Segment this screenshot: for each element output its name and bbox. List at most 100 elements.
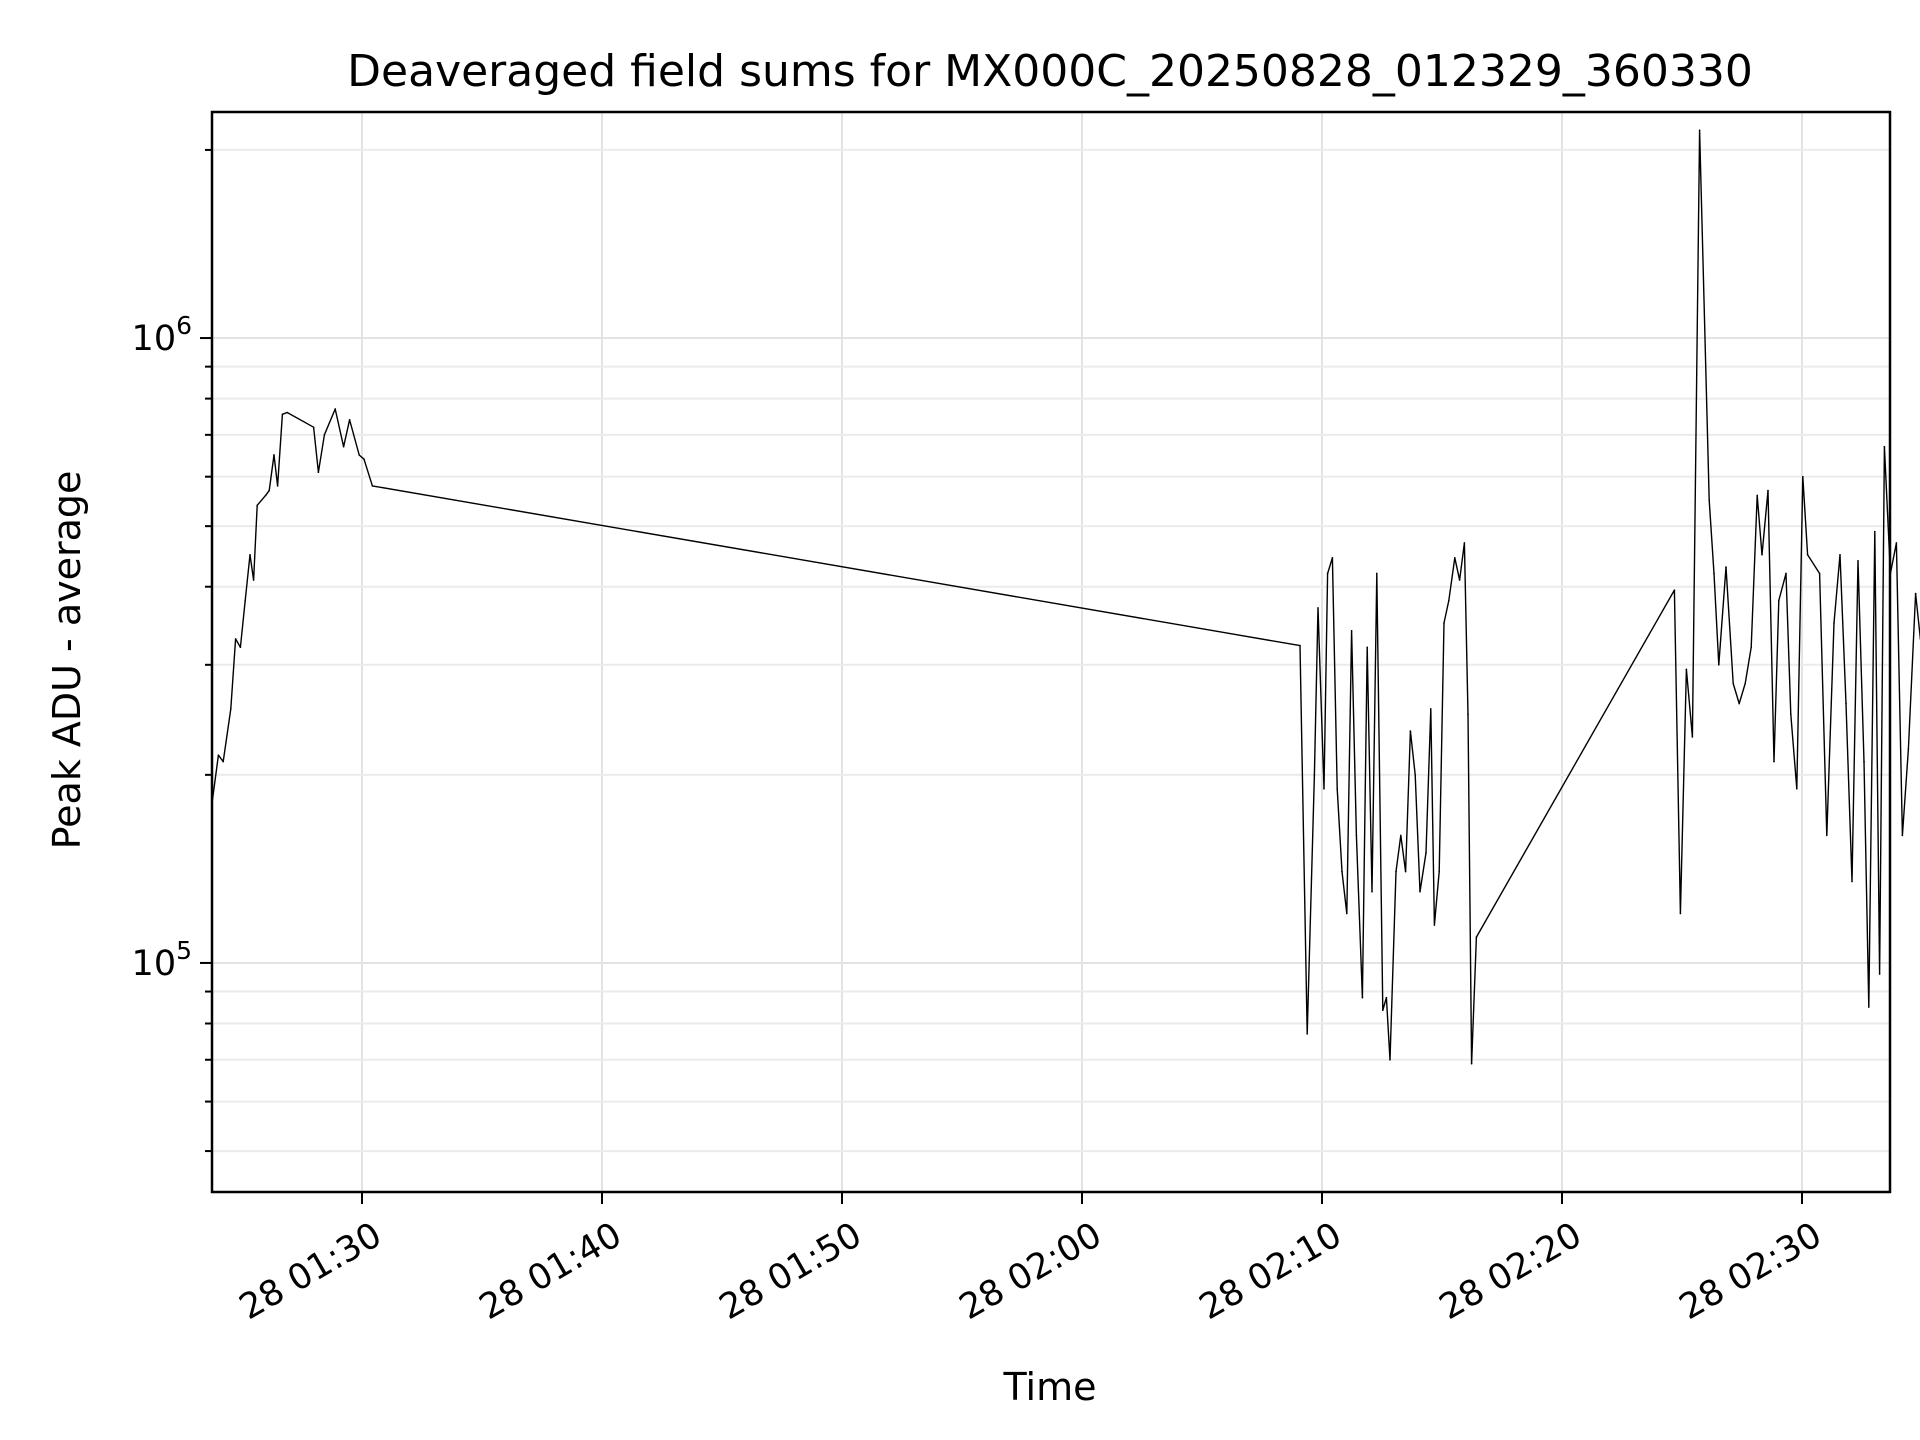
data-point: [1425, 852, 1427, 854]
data-point: [358, 454, 361, 456]
data-point: [1713, 572, 1715, 575]
data-point: [1698, 129, 1701, 132]
data-point: [1878, 973, 1881, 975]
data-point: [1845, 702, 1847, 705]
data-point: [323, 434, 326, 436]
data-point: [230, 708, 232, 710]
data-point: [252, 579, 255, 581]
y-tick-label: 105: [132, 936, 192, 984]
data-point: [256, 504, 259, 507]
data-point: [1914, 592, 1917, 595]
data-point: [1448, 599, 1450, 602]
data-point: [317, 471, 320, 473]
data-point: [1326, 572, 1329, 575]
data-point: [1756, 494, 1758, 497]
data-point: [281, 413, 284, 416]
grid-layer: [212, 112, 1890, 1192]
data-point: [1796, 787, 1798, 790]
data-point: [1802, 475, 1804, 478]
data-point: [1336, 787, 1338, 790]
data-point: [1331, 556, 1334, 559]
data-point: [1685, 668, 1688, 671]
data-point: [1454, 556, 1456, 559]
data-point: [1874, 530, 1876, 533]
data-point: [1317, 607, 1319, 609]
data-point: [286, 411, 289, 414]
data-point: [1863, 760, 1865, 763]
data-point: [1673, 589, 1676, 591]
y-tick-label: 106: [132, 311, 192, 359]
data-point: [1738, 702, 1740, 705]
data-point: [1826, 834, 1828, 837]
data-point: [1341, 870, 1343, 873]
data-point: [1361, 996, 1364, 999]
data-point: [1395, 870, 1397, 873]
data-point: [1306, 1033, 1308, 1035]
data-point: [244, 599, 246, 602]
data-point: [1475, 936, 1478, 938]
y-axis-label: Peak ADU - average: [45, 471, 89, 850]
data-point: [268, 489, 271, 492]
data-point: [1389, 1058, 1391, 1061]
x-axis-label: Time: [1003, 1365, 1097, 1409]
data-point: [249, 553, 251, 556]
data-point: [1433, 924, 1436, 926]
data-point: [1785, 572, 1787, 575]
data-point: [1400, 834, 1402, 837]
data-point: [1404, 870, 1407, 873]
data-point: [1355, 834, 1358, 837]
data-point: [1767, 489, 1769, 492]
data-point: [1839, 553, 1841, 556]
data-point: [1458, 579, 1461, 581]
data-point: [1895, 542, 1898, 544]
data-point: [1851, 880, 1853, 883]
data-point: [1691, 736, 1694, 738]
data-point: [222, 760, 224, 763]
data-point: [273, 454, 275, 456]
data-point: [363, 458, 365, 460]
data-point: [1818, 572, 1821, 575]
data-point: [334, 408, 337, 410]
data-point: [217, 754, 220, 757]
data-point: [1901, 834, 1904, 837]
plot-frame: [210, 110, 1892, 1194]
data-point: [1366, 646, 1368, 649]
data-point: [1430, 708, 1432, 710]
data-point: [1443, 622, 1445, 624]
data-point: [1744, 682, 1746, 685]
data-point: [1778, 599, 1780, 602]
data-point: [1313, 774, 1316, 776]
data-point: [276, 485, 279, 487]
chart-title: Deaveraged field sums for MX000C_2025082…: [347, 46, 1753, 97]
data-point: [1376, 572, 1378, 575]
data-point: [1806, 553, 1809, 556]
data-point: [234, 638, 237, 640]
data-point: [371, 485, 374, 487]
data-point: [1385, 996, 1388, 999]
data-point: [1883, 445, 1886, 448]
data-point: [1419, 890, 1421, 893]
data-point: [1350, 630, 1353, 632]
data-point: [1907, 748, 1910, 750]
data-point: [1438, 870, 1440, 873]
data-point: [1773, 760, 1775, 763]
data-point: [1382, 1009, 1384, 1012]
data-point: [1857, 560, 1859, 562]
data-point: [1833, 622, 1835, 624]
data-point: [1467, 713, 1469, 716]
data-point: [1470, 1062, 1473, 1065]
data-point: [1732, 682, 1734, 685]
data-point: [1725, 566, 1727, 568]
data-point: [1868, 1006, 1870, 1008]
data-point: [1371, 890, 1373, 893]
data-point: [1761, 553, 1763, 556]
data-point: [1409, 730, 1412, 732]
data-point: [348, 418, 351, 421]
data-point: [1718, 663, 1720, 666]
data-point: [342, 445, 345, 448]
data-point: [1346, 912, 1348, 915]
data-point: [239, 646, 242, 649]
data-point: [1323, 787, 1325, 790]
data-point: [1463, 542, 1466, 544]
